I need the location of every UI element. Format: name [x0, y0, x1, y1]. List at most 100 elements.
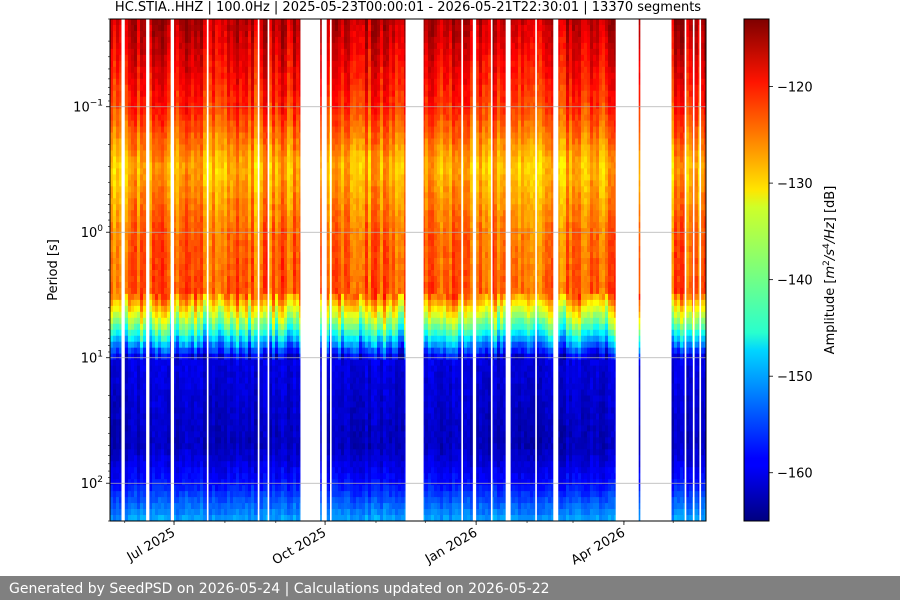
heatmap-cell: [167, 114, 171, 121]
heatmap-cell: [176, 234, 180, 241]
heatmap-cell: [269, 515, 273, 521]
heatmap-cell: [218, 174, 222, 181]
heatmap-cell: [176, 383, 180, 390]
heatmap-cell: [164, 162, 168, 169]
heatmap-cell: [224, 401, 228, 408]
heatmap-cell: [212, 228, 216, 235]
heatmap-cell: [194, 54, 198, 62]
heatmap-cell: [227, 90, 231, 98]
heatmap-cell: [248, 192, 252, 199]
heatmap-cell: [239, 19, 243, 26]
heatmap-cell: [260, 431, 264, 438]
heatmap-cell: [287, 258, 291, 265]
heatmap-cell: [158, 443, 162, 450]
heatmap-cell: [200, 270, 204, 277]
heatmap-cell: [278, 270, 282, 277]
heatmap-cell: [194, 431, 198, 438]
heatmap-cell: [182, 258, 186, 265]
heatmap-cell: [272, 491, 276, 498]
heatmap-cell: [194, 60, 198, 68]
heatmap-cell: [275, 479, 279, 486]
heatmap-cell: [143, 264, 147, 271]
heatmap-cell: [227, 126, 231, 133]
heatmap-cell: [143, 144, 147, 151]
heatmap-cell: [197, 323, 201, 331]
heatmap-cell: [167, 270, 171, 277]
heatmap-cell: [131, 515, 135, 521]
heatmap-cell: [200, 54, 204, 62]
heatmap-cell: [176, 341, 180, 349]
heatmap-cell: [155, 461, 159, 468]
heatmap-cell: [179, 66, 183, 74]
heatmap-cell: [116, 419, 120, 426]
heatmap-cell: [158, 317, 162, 325]
heatmap-cell: [242, 240, 246, 247]
heatmap-cell: [275, 108, 279, 116]
heatmap-cell: [218, 275, 222, 283]
heatmap-cell: [203, 30, 207, 38]
heatmap-cell: [152, 246, 156, 253]
heatmap-cell: [278, 48, 282, 56]
heatmap-cell: [158, 353, 162, 361]
heatmap-cell: [164, 19, 168, 26]
heatmap-cell: [161, 281, 165, 289]
heatmap-cell: [176, 389, 180, 396]
heatmap-cell: [281, 359, 285, 367]
heatmap-cell: [128, 42, 132, 50]
heatmap-cell: [188, 305, 192, 313]
heatmap-cell: [188, 162, 192, 169]
heatmap-cell: [215, 19, 219, 26]
heatmap-cell: [275, 228, 279, 235]
heatmap-cell: [158, 341, 162, 349]
heatmap-cell: [269, 66, 273, 74]
heatmap-cell: [143, 323, 147, 331]
heatmap-cell: [185, 473, 189, 480]
heatmap-cell: [242, 168, 246, 175]
heatmap-cell: [197, 264, 201, 271]
heatmap-cell: [227, 509, 231, 516]
heatmap-cell: [167, 42, 171, 50]
heatmap-cell: [191, 19, 195, 26]
heatmap-cell: [218, 102, 222, 110]
heatmap-cell: [239, 42, 243, 50]
heatmap-cell: [248, 138, 252, 145]
heatmap-cell: [248, 24, 252, 32]
heatmap-cell: [182, 347, 186, 355]
heatmap-cell: [119, 30, 123, 38]
heatmap-cell: [131, 509, 135, 516]
heatmap-cell: [227, 66, 231, 74]
heatmap-cell: [281, 389, 285, 396]
heatmap-cell: [218, 144, 222, 151]
heatmap-cell: [173, 515, 177, 521]
heatmap-cell: [119, 42, 123, 50]
heatmap-cell: [224, 138, 228, 145]
heatmap-cell: [155, 102, 159, 110]
heatmap-cell: [161, 407, 165, 414]
heatmap-cell: [191, 198, 195, 205]
heatmap-cell: [131, 395, 135, 402]
heatmap-cell: [155, 150, 159, 157]
heatmap-cell: [158, 287, 162, 295]
heatmap-cell: [260, 503, 264, 510]
heatmap-cell: [185, 72, 189, 80]
heatmap-cell: [188, 503, 192, 510]
heatmap-cell: [131, 48, 135, 56]
heatmap-cell: [191, 317, 195, 325]
heatmap-cell: [284, 395, 288, 402]
heatmap-cell: [224, 353, 228, 361]
heatmap-cell: [131, 335, 135, 343]
heatmap-cell: [251, 317, 255, 325]
heatmap-cell: [203, 509, 207, 516]
heatmap-cell: [164, 246, 168, 253]
heatmap-cell: [245, 353, 249, 361]
heatmap-cell: [251, 329, 255, 337]
heatmap-cell: [149, 102, 153, 110]
heatmap-cell: [275, 335, 279, 343]
heatmap-cell: [176, 60, 180, 68]
heatmap-cell: [245, 102, 249, 110]
heatmap-cell: [218, 509, 222, 516]
heatmap-cell: [119, 497, 123, 504]
heatmap-cell: [260, 19, 264, 26]
heatmap-cell: [269, 156, 273, 163]
heatmap-cell: [215, 401, 219, 408]
